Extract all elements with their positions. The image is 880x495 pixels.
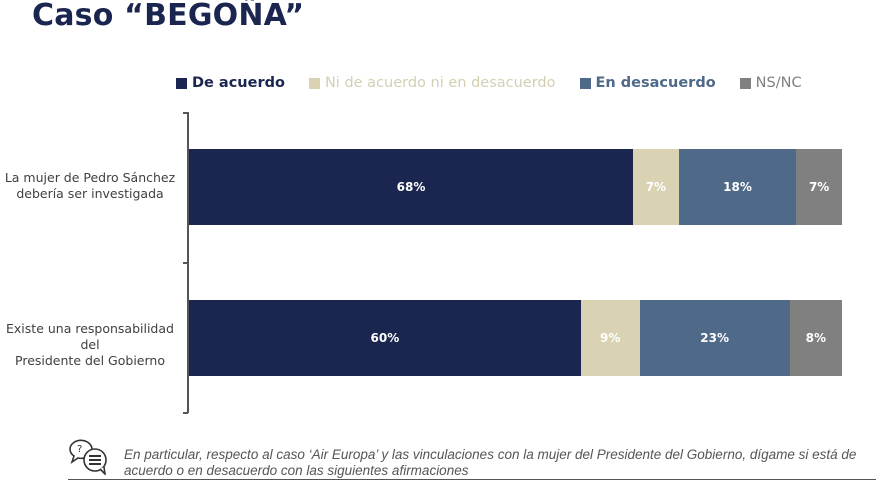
bar-segment-de-acuerdo: 68% bbox=[189, 149, 634, 225]
legend-item-en-desacuerdo: En desacuerdo bbox=[579, 75, 716, 91]
legend-item-ns-nc: NS/NC bbox=[739, 75, 802, 91]
data-label: 23% bbox=[700, 331, 730, 345]
page-title: Caso “BEGOÑA” bbox=[32, 0, 305, 33]
legend-label: Ni de acuerdo ni en desacuerdo bbox=[324, 75, 556, 91]
category-label-line: debería ser investigada bbox=[16, 186, 164, 201]
legend-item-ni-de-acuerdo-ni-en-desacuerdo: Ni de acuerdo ni en desacuerdo bbox=[308, 75, 556, 91]
data-label: 60% bbox=[370, 331, 400, 345]
bar-segment-en-desacuerdo: 23% bbox=[639, 300, 790, 376]
data-label: 7% bbox=[808, 180, 830, 194]
question-chat-icon: ? bbox=[69, 439, 107, 475]
legend-item-de-acuerdo: De acuerdo bbox=[176, 75, 285, 91]
bar-segment-ni-de-acuerdo-ni-en-desacuerdo: 9% bbox=[580, 300, 640, 376]
bar-segment-ns-nc: 7% bbox=[796, 149, 842, 225]
axis-tick bbox=[183, 112, 188, 114]
legend-swatch bbox=[308, 77, 320, 89]
category-label: Existe una responsabilidad del Presidente… bbox=[0, 321, 180, 369]
category-label-line: Presidente del Gobierno bbox=[15, 353, 165, 368]
data-label: 8% bbox=[805, 331, 827, 345]
legend-label: De acuerdo bbox=[192, 75, 285, 91]
footer-divider bbox=[68, 479, 876, 480]
legend-label: NS/NC bbox=[755, 75, 802, 91]
axis-tick bbox=[183, 262, 188, 264]
data-label: 7% bbox=[645, 180, 667, 194]
legend-swatch bbox=[579, 77, 591, 89]
chart-legend: De acuerdo Ni de acuerdo ni en desacuerdo… bbox=[176, 75, 826, 91]
svg-text:?: ? bbox=[77, 444, 82, 455]
category-label-line: La mujer de Pedro Sánchez bbox=[4, 170, 176, 185]
legend-swatch bbox=[739, 77, 751, 89]
bar-segment-en-desacuerdo: 18% bbox=[678, 149, 797, 225]
bar-segment-de-acuerdo: 60% bbox=[189, 300, 581, 376]
category-label: La mujer de Pedro Sánchez debería ser inv… bbox=[0, 170, 180, 202]
data-label: 9% bbox=[599, 331, 621, 345]
bar-segment-ns-nc: 8% bbox=[789, 300, 842, 376]
data-label: 18% bbox=[723, 180, 752, 194]
bar-segment-ni-de-acuerdo-ni-en-desacuerdo: 7% bbox=[633, 149, 679, 225]
question-text: En particular, respecto al caso ‘Air Eur… bbox=[124, 447, 857, 478]
data-label: 68% bbox=[396, 180, 426, 194]
legend-swatch bbox=[176, 77, 187, 89]
category-label-line: Existe una responsabilidad del bbox=[6, 321, 174, 352]
axis-tick bbox=[183, 412, 188, 414]
category-axis bbox=[187, 112, 189, 413]
legend-label: En desacuerdo bbox=[595, 75, 716, 91]
